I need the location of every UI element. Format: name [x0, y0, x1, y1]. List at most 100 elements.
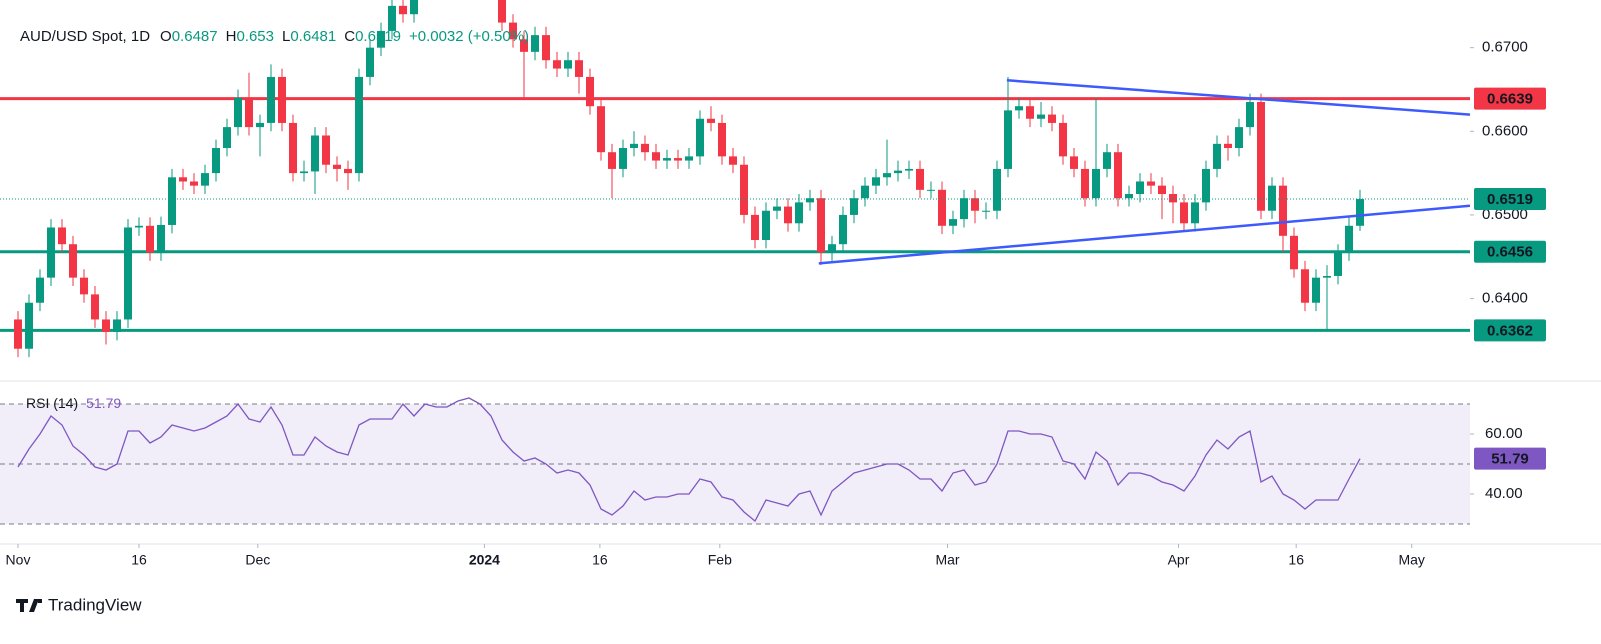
last-price-label: 0.6519	[1487, 191, 1533, 208]
header: AUD/USD Spot, 1D O0.6487 H0.653 L0.6481 C0.6…	[20, 28, 529, 45]
candle-body	[861, 185, 869, 199]
candle-body	[157, 224, 165, 253]
candle-body	[817, 198, 825, 253]
candle-body	[938, 189, 946, 226]
ohlc-value: 0.6519	[355, 28, 401, 45]
candle-body	[916, 168, 924, 190]
candle-body	[1037, 114, 1045, 119]
candle-body	[1191, 202, 1199, 224]
candle-body	[14, 319, 22, 349]
candle-body	[685, 156, 693, 161]
candle-body	[311, 135, 319, 172]
x-tick-label: Nov	[6, 552, 31, 568]
change: +0.0032 (+0.50%)	[409, 28, 529, 45]
candle-body	[795, 202, 803, 224]
candle-body	[630, 143, 638, 149]
candle-body	[883, 173, 891, 178]
candle-body	[388, 5, 396, 31]
candle-body	[839, 214, 847, 245]
candle-body	[1279, 185, 1287, 236]
candle-body	[872, 177, 880, 186]
candle-body	[762, 210, 770, 241]
rsi-value: 51.79	[86, 395, 121, 411]
candle-body	[179, 177, 187, 182]
candle-body	[223, 127, 231, 149]
candle-body	[1235, 127, 1243, 149]
candle-body	[399, 5, 407, 15]
candle-body	[1158, 185, 1166, 195]
x-tick-label: Feb	[708, 552, 732, 568]
axes: Nov 16 Dec 2024 16 Feb Mar Apr 16 May 0.6700 0.6600…	[6, 39, 1546, 568]
candle-body	[641, 143, 649, 153]
candle-body	[1257, 102, 1265, 211]
candle-body	[509, 22, 517, 40]
brand: TradingView	[48, 595, 142, 614]
level-label: 0.6639	[1487, 91, 1533, 108]
rsi-line	[17, 397, 1361, 523]
candle-body	[135, 225, 143, 228]
candle-body	[894, 170, 902, 174]
candle-body	[828, 244, 836, 253]
candle-body	[586, 76, 594, 107]
level-label: 0.6362	[1487, 322, 1533, 339]
ohlc-key: H	[226, 28, 237, 45]
trendline	[818, 204, 1470, 265]
candle-body	[1059, 122, 1067, 157]
rsi-last-label: 51.79	[1491, 451, 1529, 468]
candle-body	[597, 106, 605, 153]
chart-title: AUD/USD Spot, 1D	[20, 28, 150, 45]
candle-body	[344, 168, 352, 174]
candle-body	[696, 118, 704, 157]
candle-body	[300, 171, 308, 174]
candle-body	[36, 277, 44, 303]
candle-body	[1147, 181, 1155, 186]
x-tick-label: 2024	[469, 552, 500, 568]
candle-body	[1169, 194, 1177, 203]
price-pane	[0, 0, 1470, 358]
x-tick-label: 16	[131, 552, 147, 568]
rsi-last-label-box	[1474, 447, 1546, 470]
candle-body	[256, 122, 264, 128]
candle-body	[674, 158, 682, 161]
candle-body	[91, 294, 99, 320]
last-price-label-box	[1474, 188, 1546, 211]
candle-body	[333, 164, 341, 169]
candle-body	[289, 122, 297, 174]
candle-body	[773, 206, 781, 211]
candle-body	[1301, 269, 1309, 303]
candle-body	[69, 244, 77, 278]
level-label-box	[1474, 87, 1546, 110]
rsi-header: RSI (14) 51.79	[26, 395, 121, 411]
y-tick-label: 0.6500	[1482, 206, 1528, 223]
candle-body	[960, 198, 968, 220]
logo: TradingView	[16, 595, 142, 614]
y-tick-label: 60.00	[1485, 425, 1523, 442]
x-tick-label: May	[1398, 552, 1424, 568]
candle-body	[190, 181, 198, 186]
candle-body	[1048, 114, 1056, 123]
candle-body	[806, 198, 814, 203]
candle-body	[982, 210, 990, 212]
rsi-pane	[0, 397, 1470, 525]
candle-body	[278, 76, 286, 123]
candle-body	[1202, 168, 1210, 203]
candle-body	[1092, 168, 1100, 199]
candle-body	[1125, 194, 1133, 199]
x-tick-label: 16	[1288, 552, 1304, 568]
candle-body	[212, 148, 220, 174]
candle-body	[47, 227, 55, 278]
candle-body	[564, 60, 572, 69]
candle-body	[652, 152, 660, 161]
candle-body	[1213, 143, 1221, 169]
candle-body	[1070, 156, 1078, 169]
candle-body	[1356, 199, 1364, 226]
candle-body	[707, 118, 715, 123]
candle-body	[927, 189, 935, 191]
candle-body	[1103, 152, 1111, 169]
candle-body	[1312, 277, 1320, 303]
candle-body	[146, 225, 154, 253]
candle-body	[542, 35, 550, 61]
y-tick-label: 0.6400	[1482, 290, 1528, 307]
x-tick-label: Apr	[1168, 552, 1190, 568]
